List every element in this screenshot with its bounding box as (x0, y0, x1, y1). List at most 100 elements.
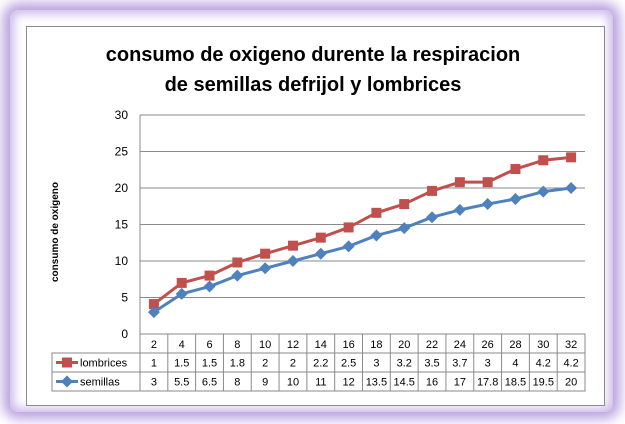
x-category-label: 18 (370, 339, 382, 351)
table-cell-lombrices: 1.5 (174, 358, 189, 370)
table-cell-lombrices: 3 (485, 358, 491, 370)
y-tick-label: 0 (121, 327, 128, 341)
data-point-lombrices (232, 257, 243, 268)
table-cell-lombrices: 1.8 (230, 358, 245, 370)
table-cell-lombrices: 1.5 (202, 358, 217, 370)
table-cell-semillas: 14.5 (394, 377, 415, 389)
data-point-semillas (481, 198, 494, 211)
data-point-semillas (398, 222, 411, 235)
table-cell-semillas: 10 (287, 377, 299, 389)
data-point-lombrices (482, 177, 493, 188)
data-point-lombrices (399, 199, 410, 210)
x-category-label: 20 (398, 339, 410, 351)
y-axis-label: consumo de oxigeno (50, 182, 61, 282)
table-cell-semillas: 12 (342, 377, 354, 389)
table-cell-semillas: 6.5 (202, 377, 217, 389)
table-cell-semillas: 17 (454, 377, 466, 389)
data-point-semillas (286, 255, 299, 267)
table-cell-lombrices: 3.5 (424, 358, 439, 370)
x-category-label: 22 (426, 339, 438, 351)
data-point-lombrices (287, 240, 298, 251)
series-line-lombrices (152, 155, 572, 306)
table-cell-lombrices: 1 (151, 358, 157, 370)
data-point-lombrices (260, 248, 271, 259)
y-tick-label: 15 (115, 218, 129, 232)
y-tick-label: 20 (115, 181, 129, 195)
table-cell-semillas: 5.5 (174, 377, 189, 389)
x-category-label: 24 (454, 339, 466, 351)
table-cell-lombrices: 4.2 (563, 358, 578, 370)
legend-label-semillas: semillas (80, 377, 120, 389)
data-point-lombrices (148, 299, 159, 310)
data-point-lombrices (566, 152, 577, 163)
series-layer (147, 152, 578, 319)
data-point-lombrices (454, 177, 465, 188)
legend-marker-lombrices (62, 357, 72, 368)
data-point-lombrices (204, 270, 215, 281)
data-point-lombrices (427, 185, 438, 196)
data-point-semillas (203, 280, 216, 293)
table-cell-semillas: 3 (151, 377, 157, 389)
x-category-label: 26 (482, 339, 494, 351)
chart-title-line-1: consumo de oxigeno durente la respiracio… (106, 44, 521, 66)
x-category-label: 10 (259, 339, 271, 351)
table-cell-semillas: 13.5 (366, 377, 387, 389)
chart-title-line-2: de semillas defrijol y lombrices (165, 74, 462, 96)
table-cell-lombrices: 4 (512, 358, 518, 370)
data-point-semillas (147, 306, 160, 319)
x-category-label: 2 (151, 339, 157, 351)
table-cell-semillas: 8 (234, 377, 240, 389)
table-cell-lombrices: 3.7 (452, 358, 467, 370)
data-point-semillas (537, 185, 550, 198)
data-point-semillas (175, 287, 188, 300)
table-cell-lombrices: 3.2 (397, 358, 412, 370)
table-cell-semillas: 9 (262, 377, 268, 389)
x-category-label: 30 (537, 339, 549, 351)
data-point-semillas (370, 229, 383, 242)
x-category-label: 4 (179, 339, 185, 351)
table-cell-lombrices: 2.5 (341, 358, 356, 370)
table-cell-lombrices: 2 (290, 358, 296, 370)
table-cell-semillas: 18.5 (505, 377, 526, 389)
y-tick-label: 30 (115, 108, 129, 122)
data-point-semillas (426, 211, 439, 224)
data-point-semillas (259, 262, 272, 275)
x-category-label: 12 (287, 339, 299, 351)
x-category-label: 28 (509, 339, 521, 351)
y-tick-labels: 0 5 10 15 20 25 30 (115, 108, 129, 341)
x-category-label: 14 (315, 339, 327, 351)
data-point-semillas (231, 269, 244, 282)
data-point-lombrices (371, 207, 382, 218)
table-cell-semillas: 20 (565, 377, 577, 389)
y-tick-label: 10 (115, 254, 129, 268)
series-line-semillas (153, 186, 572, 314)
data-point-lombrices (538, 155, 549, 166)
table-cell-semillas: 11 (315, 377, 326, 389)
x-category-label: 8 (234, 339, 240, 351)
chart-area (26, 26, 605, 406)
table-cell-lombrices: 2 (262, 358, 268, 370)
gridlines (139, 114, 585, 335)
data-point-semillas (509, 192, 522, 205)
data-point-semillas (342, 240, 355, 253)
data-point-semillas (565, 182, 578, 194)
data-point-lombrices (510, 164, 521, 175)
table-cell-lombrices: 3 (373, 358, 379, 370)
legend-label-lombrices: lombrices (80, 358, 128, 370)
table-cell-semillas: 19.5 (533, 377, 554, 389)
legend-marker-semillas (61, 375, 73, 388)
table-cell-lombrices: 4.2 (536, 358, 551, 370)
data-point-lombrices (176, 277, 187, 288)
table-cell-semillas: 17.8 (477, 377, 498, 389)
table-cell-lombrices: 2.2 (313, 358, 328, 370)
data-point-semillas (453, 203, 466, 216)
x-category-label: 32 (565, 339, 577, 351)
x-category-label: 6 (206, 339, 212, 351)
data-point-lombrices (343, 222, 354, 233)
table-cell-semillas: 16 (426, 377, 438, 389)
y-tick-label: 25 (115, 145, 129, 159)
data-point-lombrices (315, 232, 326, 243)
